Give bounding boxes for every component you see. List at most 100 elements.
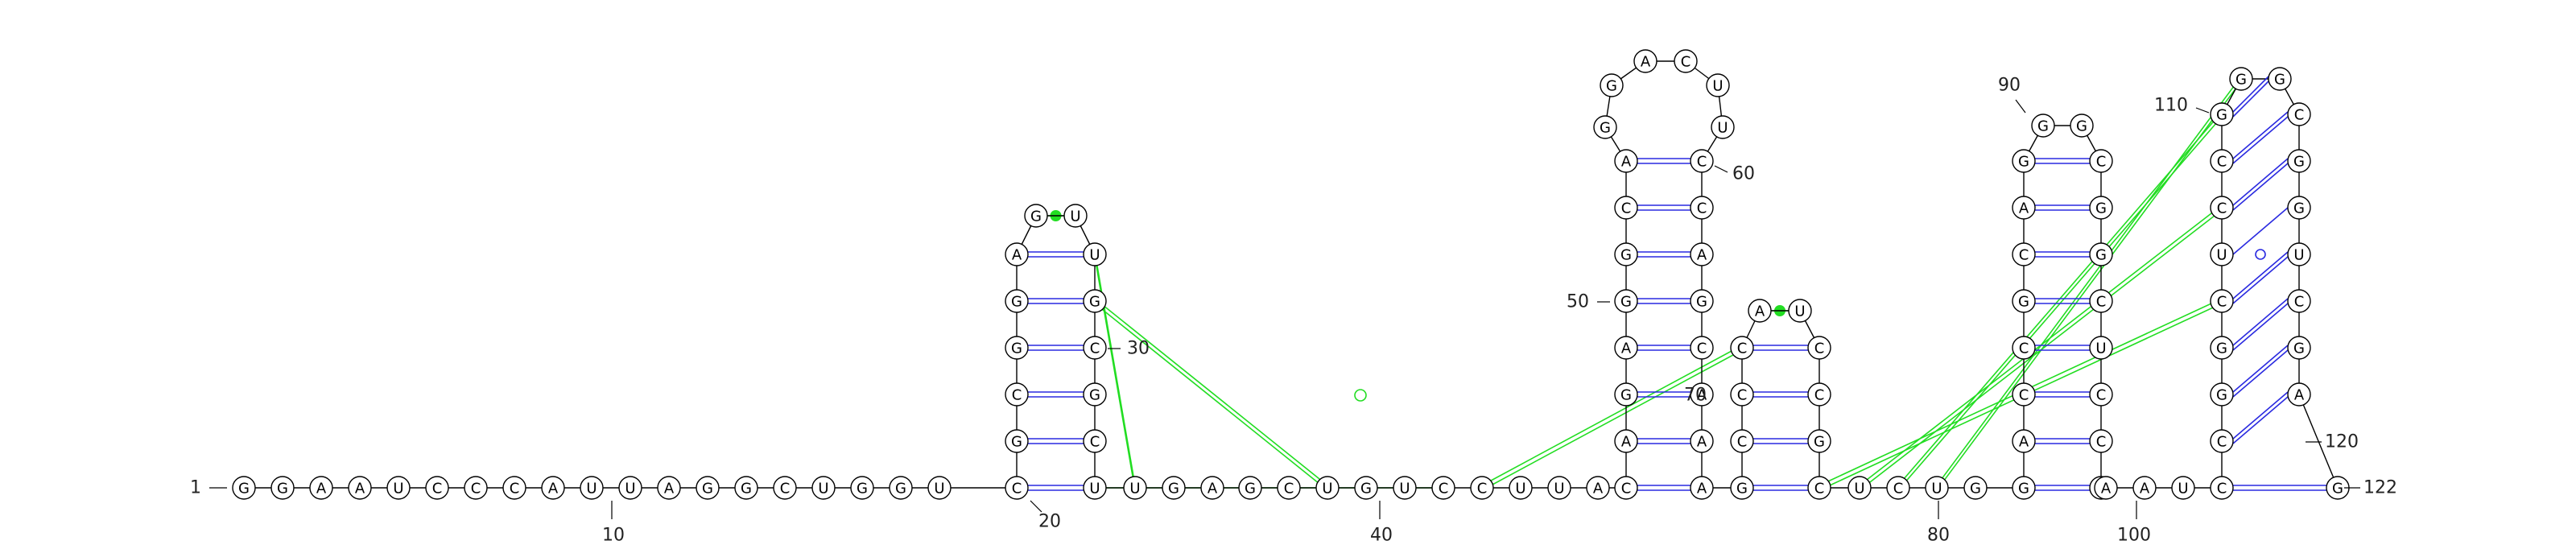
nucleotide-circle bbox=[1005, 289, 1029, 313]
nucleotide-circle bbox=[1925, 476, 1949, 500]
nucleotide-letter: G bbox=[1970, 481, 1981, 497]
label-20: 20 bbox=[1038, 512, 1061, 532]
nucleotide-letter: A bbox=[664, 481, 675, 497]
nucleotide-letter: C bbox=[780, 481, 791, 497]
tick-60 bbox=[1714, 165, 1728, 173]
nucleotide-circle bbox=[773, 476, 797, 500]
nucleotide-circle bbox=[657, 476, 681, 500]
nucleotide-letter: G bbox=[741, 481, 752, 497]
nucleotide-circle bbox=[1024, 204, 1048, 228]
nucleotide-circle bbox=[1238, 476, 1262, 500]
nucleotide-letter: A bbox=[1012, 247, 1022, 264]
nucleotide-circle bbox=[1807, 476, 1831, 500]
nucleotide-letter: A bbox=[1621, 154, 1632, 171]
nucleotide-circle bbox=[850, 476, 874, 500]
nucleotide-circle bbox=[811, 476, 836, 500]
nucleotide-circle bbox=[696, 476, 720, 500]
nucleotide-letter: U bbox=[1322, 481, 1332, 497]
nucleotide-letter: A bbox=[1697, 434, 1707, 451]
nucleotide-letter: C bbox=[510, 481, 520, 497]
nucleotide-circle bbox=[1614, 336, 1638, 360]
nucleotide-letter: C bbox=[1090, 434, 1100, 451]
nucleotide-letter: G bbox=[2076, 118, 2087, 135]
nucleotide-circle bbox=[1593, 115, 1617, 139]
nucleotide-letter: C bbox=[2096, 434, 2107, 451]
nucleotide-letter: A bbox=[2101, 481, 2112, 497]
label-40: 40 bbox=[1370, 526, 1393, 546]
nucleotide-letter: G bbox=[1089, 387, 1100, 404]
nucleotide-letter: C bbox=[1814, 481, 1825, 497]
nucleotide-circle bbox=[2210, 382, 2234, 407]
nucleotide-circle bbox=[2012, 476, 2036, 500]
nucleotide-circle bbox=[2012, 382, 2036, 407]
watson-crick-pair-line bbox=[2232, 76, 2269, 113]
pseudoknot-line bbox=[1936, 80, 2242, 491]
nucleotide-circle bbox=[1509, 476, 1533, 500]
label-100: 100 bbox=[2117, 526, 2151, 546]
nucleotide-circle bbox=[2012, 336, 2036, 360]
nucleotide-letter: U bbox=[1854, 481, 1864, 497]
nucleotide-circle bbox=[2210, 149, 2234, 173]
nucleotide-letter: C bbox=[2217, 200, 2227, 217]
nucleotide-letter: G bbox=[1620, 247, 1632, 264]
nucleotide-letter: G bbox=[1245, 481, 1256, 497]
nucleotide-letter: C bbox=[1284, 481, 1294, 497]
nucleotide-circle bbox=[1690, 289, 1714, 313]
wobble-pair-line bbox=[2232, 207, 2289, 255]
nucleotide-letter: U bbox=[586, 481, 597, 497]
nucleotide-letter: C bbox=[1681, 54, 1691, 71]
nucleotide-letter: G bbox=[2274, 72, 2285, 89]
nucleotide-letter: U bbox=[2178, 481, 2188, 497]
nucleotide-letter: C bbox=[2096, 294, 2107, 311]
watson-crick-pair-line bbox=[2232, 80, 2269, 118]
pseudoknot-links bbox=[1047, 76, 2242, 491]
nucleotide-letter: C bbox=[2217, 481, 2227, 497]
label-60: 60 bbox=[1732, 164, 1755, 184]
nucleotide-letter: C bbox=[2217, 154, 2227, 171]
nucleotide-letter: C bbox=[1697, 200, 1707, 217]
nucleotide-circle bbox=[2089, 382, 2113, 407]
nucleotide-circle bbox=[1633, 49, 1657, 73]
nucleotide-letter: A bbox=[1697, 387, 1707, 404]
nucleotide-circle bbox=[425, 476, 449, 500]
nucleotide-letter: G bbox=[1736, 481, 1748, 497]
index-labels: 1 10 20 30 40 50 60 70 80 90 100 110 120… bbox=[190, 76, 2397, 546]
nucleotide-letter: G bbox=[2293, 200, 2305, 217]
label-30: 30 bbox=[1127, 339, 1150, 359]
nucleotide-letter: G bbox=[2216, 341, 2227, 357]
watson-crick-pair-line bbox=[2232, 345, 2289, 393]
nucleotide-letter: U bbox=[2216, 247, 2227, 264]
nucleotide-circle bbox=[1005, 429, 1029, 453]
nucleotide-circle bbox=[1614, 149, 1638, 173]
nucleotide-circle bbox=[1614, 476, 1638, 500]
nucleotide-circle bbox=[580, 476, 604, 500]
nucleotide-letter: C bbox=[2019, 387, 2029, 404]
nucleotide-circle bbox=[734, 476, 758, 500]
nucleotide-circle bbox=[2094, 476, 2118, 500]
nucleotide-circle bbox=[1005, 242, 1029, 266]
nucleotide-letter: G bbox=[2216, 107, 2227, 124]
nucleotide-letter: C bbox=[1737, 341, 1748, 357]
nucleotide-letter: C bbox=[2217, 294, 2227, 311]
watson-crick-pair-line bbox=[2232, 298, 2289, 346]
nucleotide-letter: A bbox=[1697, 481, 1707, 497]
nucleotide-circle bbox=[1963, 476, 1988, 500]
label-90: 90 bbox=[1998, 76, 2021, 96]
nucleotide-circle bbox=[270, 476, 295, 500]
nucleotide-circle bbox=[2268, 67, 2292, 91]
nucleotide-circle bbox=[1083, 242, 1107, 266]
nucleotide-circle bbox=[1600, 73, 1624, 97]
nucleotide-letter: G bbox=[1814, 434, 1825, 451]
nucleotide-letter: A bbox=[1593, 481, 1604, 497]
nucleotides: G G A A U C C C A U U A G G C U G G U C G C G G A G U U G C G C U U G A G C U G… bbox=[232, 49, 2350, 500]
nucleotide-circle bbox=[1690, 149, 1714, 173]
nucleotide-circle bbox=[2012, 429, 2036, 453]
nucleotide-circle bbox=[2012, 289, 2036, 313]
nucleotide-letter: G bbox=[2018, 294, 2029, 311]
nucleotide-circle bbox=[2287, 289, 2311, 313]
nucleotide-letter: G bbox=[1696, 294, 1707, 311]
nucleotide-circle bbox=[1730, 382, 1754, 407]
nucleotide-circle bbox=[1354, 476, 1378, 500]
nucleotide-letter: G bbox=[702, 481, 713, 497]
